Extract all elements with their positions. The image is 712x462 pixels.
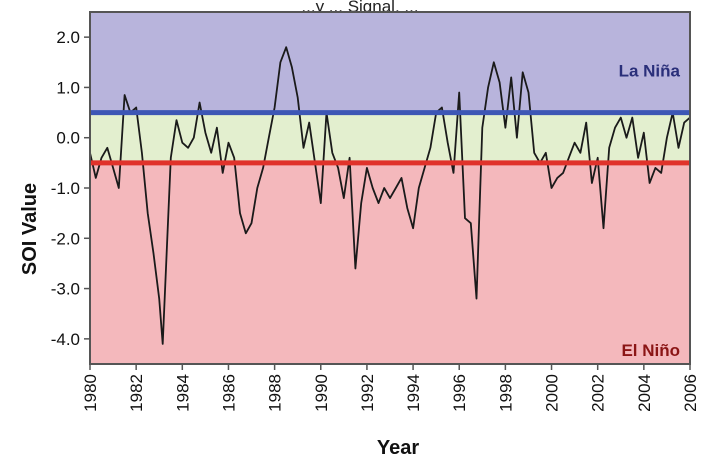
y-tick-label: -1.0 — [51, 179, 80, 198]
series-line-0 — [89, 46, 691, 345]
x-axis-title: Year — [377, 437, 419, 459]
x-tick-label: 1996 — [450, 374, 469, 412]
y-axis-title: SOI Value — [19, 183, 41, 275]
x-tick-label: 2004 — [635, 374, 654, 412]
x-tick-label: 1986 — [219, 374, 238, 412]
zone-band-0 — [90, 12, 690, 113]
x-tick-label: 1988 — [266, 374, 285, 412]
y-tick-label: 0.0 — [56, 129, 80, 148]
y-tick-label: -2.0 — [51, 229, 80, 248]
y-axis: 2.0 1.0 0.0 -1.0 -2.0 -3.0 -4.0 — [51, 28, 90, 349]
x-tick-label: 2006 — [681, 374, 700, 412]
x-tick-label: 2000 — [543, 374, 562, 412]
la-nina-label: La Niña — [619, 62, 681, 81]
x-tick-label: 1980 — [81, 374, 100, 412]
x-tick-label: 1982 — [127, 374, 146, 412]
x-tick-label: 1990 — [312, 374, 331, 412]
series-layer — [89, 46, 691, 345]
x-tick-label: 1992 — [358, 374, 377, 412]
threshold-layer — [90, 110, 690, 166]
y-tick-label: 2.0 — [56, 28, 80, 47]
x-tick-label: 1998 — [496, 374, 515, 412]
x-tick-label: 1994 — [404, 374, 423, 412]
x-tick-label: 2002 — [589, 374, 608, 412]
zone-band-1 — [90, 112, 690, 163]
y-tick-label: -4.0 — [51, 330, 80, 349]
el-nino-label: El Niño — [621, 341, 680, 360]
y-tick-label: -3.0 — [51, 280, 80, 299]
x-axis: 1980 1982 1984 1986 1988 1990 1992 1994 1996 1998… — [81, 364, 700, 412]
x-tick-label: 1984 — [173, 374, 192, 412]
y-tick-label: 1.0 — [56, 78, 80, 97]
